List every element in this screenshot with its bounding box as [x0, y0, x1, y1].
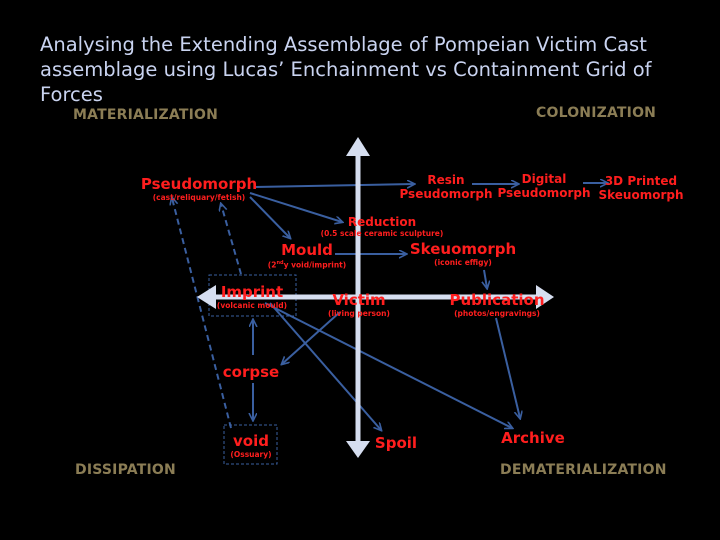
arrow-victim-corpse [282, 311, 341, 364]
axis-arrowhead-right [536, 285, 554, 309]
node-printed-line1: 3D Printed [604, 174, 678, 188]
quadrant-label-dissipation: DISSIPATION [75, 462, 176, 478]
node-digital-line2: Pseudomorph [497, 186, 591, 200]
node-resin-pseudomorph: Resin Pseudomorph [399, 173, 492, 201]
arrow-pseudomorph-reduction [249, 192, 342, 222]
node-pseudomorph-label: Pseudomorph [140, 175, 258, 193]
node-resin-line2: Pseudomorph [399, 187, 493, 201]
node-pseudomorph-sub: (cast/reliquary/fetish) [152, 193, 246, 202]
arrow-pseudomorph-resin [254, 184, 414, 187]
arrow-imprint-pseudomorph-dashed [221, 204, 242, 275]
node-archive: Archive [501, 429, 565, 447]
quadrant-label-materialization: MATERIALIZATION [73, 107, 219, 123]
node-digital-line1: Digital [521, 172, 567, 186]
node-imprint: Imprint (volcanic mould) [216, 283, 288, 311]
node-void: void (Ossuary) [230, 432, 272, 460]
node-corpse: corpse [222, 363, 280, 381]
node-mould: Mould (2ndy void/imprint) [268, 242, 346, 270]
arrow-imprint-archive [264, 302, 512, 428]
node-void-label: void [233, 432, 269, 450]
node-victim-label: Victim [332, 291, 386, 309]
node-reduction-sub: (0.5 scale ceramic sculpture) [320, 229, 444, 238]
node-printed-line2: Skeuomorph [598, 188, 684, 202]
axis-arrowhead-down [346, 441, 370, 458]
arrow-publication-archive [495, 317, 520, 418]
node-imprint-sub: (volcanic mould) [216, 301, 288, 310]
arrow-void-pseudomorph-dashed [172, 198, 232, 429]
node-reduction: Reduction (0.5 scale ceramic sculpture) [321, 215, 444, 238]
node-victim-sub: (living person) [328, 309, 390, 318]
page-title: Analysing the Extending Assemblage of Po… [40, 33, 652, 106]
node-publication-sub: (photos/engravings) [454, 309, 540, 318]
axis-arrowhead-up [346, 137, 370, 156]
node-victim: Victim (living person) [328, 291, 390, 319]
arrow-pseudomorph-mould [249, 196, 290, 238]
node-void-sub: (Ossuary) [230, 450, 272, 459]
node-skeuomorph: Skeuomorph (iconic effigy) [409, 240, 517, 268]
quadrant-label-colonization: COLONIZATION [536, 105, 657, 121]
node-spoil: Spoil [374, 434, 418, 452]
void-box [223, 424, 278, 465]
node-publication-label: Publication [449, 291, 545, 309]
node-publication: Publication (photos/engravings) [449, 291, 545, 319]
node-mould-sub: (2ndy void/imprint) [267, 260, 347, 270]
node-skeuomorph-sub: (iconic effigy) [434, 258, 492, 267]
node-mould-label: Mould [281, 241, 333, 259]
node-reduction-label: Reduction [347, 215, 417, 229]
node-imprint-label: Imprint [220, 283, 284, 301]
node-skeuomorph-label: Skeuomorph [409, 240, 517, 258]
node-3d-printed-skeuomorph: 3D Printed Skeuomorph [598, 174, 683, 202]
quadrant-label-dematerialization: DEMATERIALIZATION [500, 462, 667, 478]
arrow-skeuomorph-publication [484, 269, 487, 288]
node-pseudomorph: Pseudomorph (cast/reliquary/fetish) [140, 175, 258, 203]
axis-arrowhead-left [197, 285, 216, 309]
node-resin-line1: Resin [427, 173, 465, 187]
arrow-imprint-spoil [269, 302, 381, 430]
node-digital-pseudomorph: Digital Pseudomorph [497, 172, 590, 200]
